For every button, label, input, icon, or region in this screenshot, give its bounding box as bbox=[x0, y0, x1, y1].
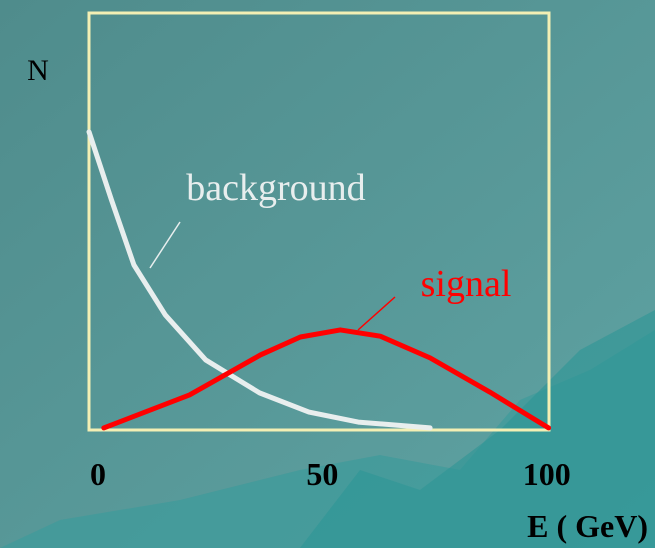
x-tick-label: 50 bbox=[306, 456, 338, 492]
slide: N E ( GeV) background signal 0 50 100 bbox=[0, 0, 655, 548]
x-tick-label: 0 bbox=[90, 456, 106, 492]
series-label: signal bbox=[421, 263, 512, 305]
y-axis-title: N bbox=[27, 54, 49, 87]
x-tick-label: 100 bbox=[523, 456, 571, 492]
series-label: background bbox=[186, 167, 365, 209]
page: {"chart_data": { "type": "line", "y_labe… bbox=[0, 0, 655, 548]
x-axis-title: E ( GeV) bbox=[527, 508, 648, 544]
